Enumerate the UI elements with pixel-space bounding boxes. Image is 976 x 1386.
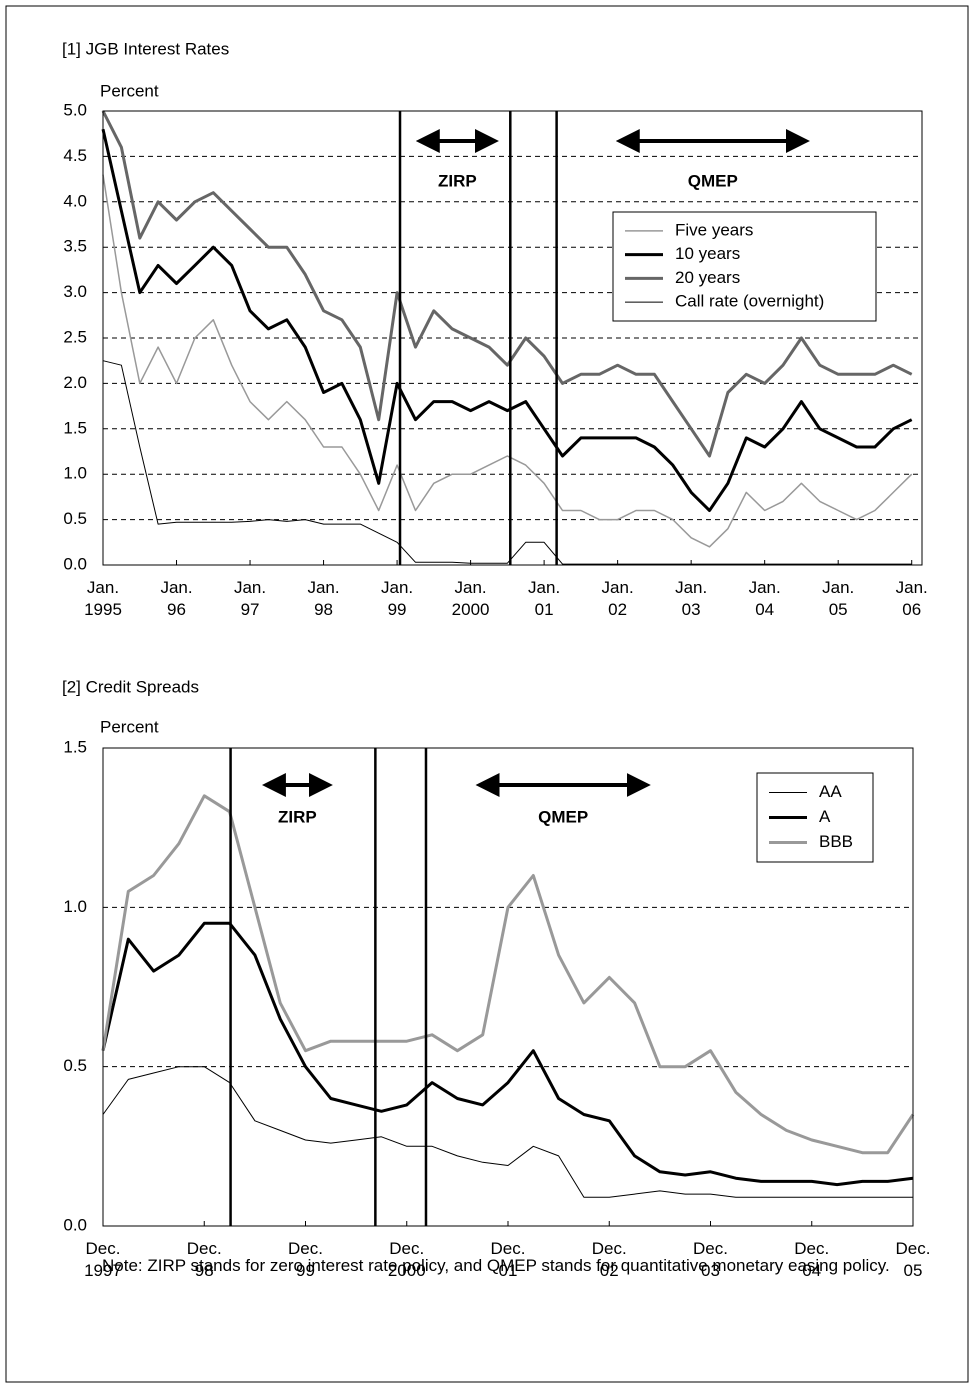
annotation: QMEP <box>538 807 588 826</box>
x-tick-label: Jan. 05 <box>822 578 855 619</box>
series-line <box>101 128 913 512</box>
x-tick-label: Dec. 99 <box>288 1239 323 1280</box>
chart-title: [1] JGB Interest Rates <box>62 39 229 58</box>
y-tick-label: 5.0 <box>63 100 87 119</box>
series-line <box>101 921 914 1187</box>
annotation: QMEP <box>688 171 738 190</box>
x-tick-label: Dec. 98 <box>186 1239 222 1280</box>
legend-label: BBB <box>819 832 853 851</box>
y-tick-label: 3.5 <box>63 237 87 256</box>
x-tick-label: Dec. 1997 <box>84 1239 122 1280</box>
y-tick-label: 0.5 <box>63 1056 87 1075</box>
y-tick-label: 0.5 <box>63 509 87 528</box>
note: Note: ZIRP stands for zero interest rate… <box>102 1256 890 1275</box>
x-tick-label: Dec. 04 <box>794 1239 830 1280</box>
y-tick-label: 2.0 <box>63 373 87 392</box>
y-tick-label: 1.0 <box>63 897 87 916</box>
x-tick-label: Jan. 96 <box>160 578 193 619</box>
x-tick-label: Jan. 99 <box>380 578 414 619</box>
annotation: ZIRP <box>278 807 317 826</box>
y-axis-label: Percent <box>100 81 159 100</box>
x-tick-label: Jan. 02 <box>601 578 634 619</box>
y-tick-label: 1.5 <box>63 418 87 437</box>
x-tick-label: Dec. 2000 <box>387 1239 426 1280</box>
legend-label: Five years <box>675 220 753 239</box>
legend-label: AA <box>819 782 842 801</box>
x-tick-label: Dec. 03 <box>693 1239 728 1280</box>
y-tick-label: 0.0 <box>63 1215 87 1234</box>
series-line <box>102 1066 913 1198</box>
x-tick-label: Dec. 02 <box>591 1239 627 1280</box>
series-line <box>101 794 915 1155</box>
x-tick-label: Jan. 01 <box>528 578 561 619</box>
series-line <box>102 360 912 565</box>
y-tick-label: 2.5 <box>63 327 87 346</box>
page-border <box>5 5 969 1383</box>
y-tick-label: 1.0 <box>63 464 87 483</box>
y-tick-label: 4.0 <box>63 191 87 210</box>
series-line <box>101 110 913 458</box>
legend-label: Call rate (overnight) <box>675 292 824 311</box>
x-tick-label: Jan. 1995 <box>84 578 122 619</box>
annotation: ZIRP <box>438 171 477 190</box>
legend-label: 10 years <box>675 244 740 263</box>
legend-label: A <box>819 807 831 826</box>
x-tick-label: Dec. 05 <box>895 1239 931 1280</box>
plot-frame <box>102 747 914 1227</box>
x-tick-label: Jan. 98 <box>307 578 340 619</box>
y-tick-label: 4.5 <box>63 146 87 165</box>
x-tick-label: Jan. 97 <box>233 578 267 619</box>
x-tick-label: Jan. 04 <box>748 578 781 619</box>
x-tick-label: Jan. 06 <box>895 578 928 619</box>
y-axis-label: Percent <box>100 717 159 736</box>
y-tick-label: 3.0 <box>63 282 87 301</box>
x-tick-label: Dec. 01 <box>490 1239 526 1280</box>
chart-title: [2] Credit Spreads <box>62 677 199 696</box>
series-line <box>102 174 913 548</box>
x-tick-label: Jan. 2000 <box>451 578 490 619</box>
legend-label: 20 years <box>675 268 740 287</box>
plot-frame <box>102 110 923 566</box>
y-tick-label: 0.0 <box>63 554 87 573</box>
x-tick-label: Jan. 03 <box>675 578 708 619</box>
y-tick-label: 1.5 <box>63 737 87 756</box>
